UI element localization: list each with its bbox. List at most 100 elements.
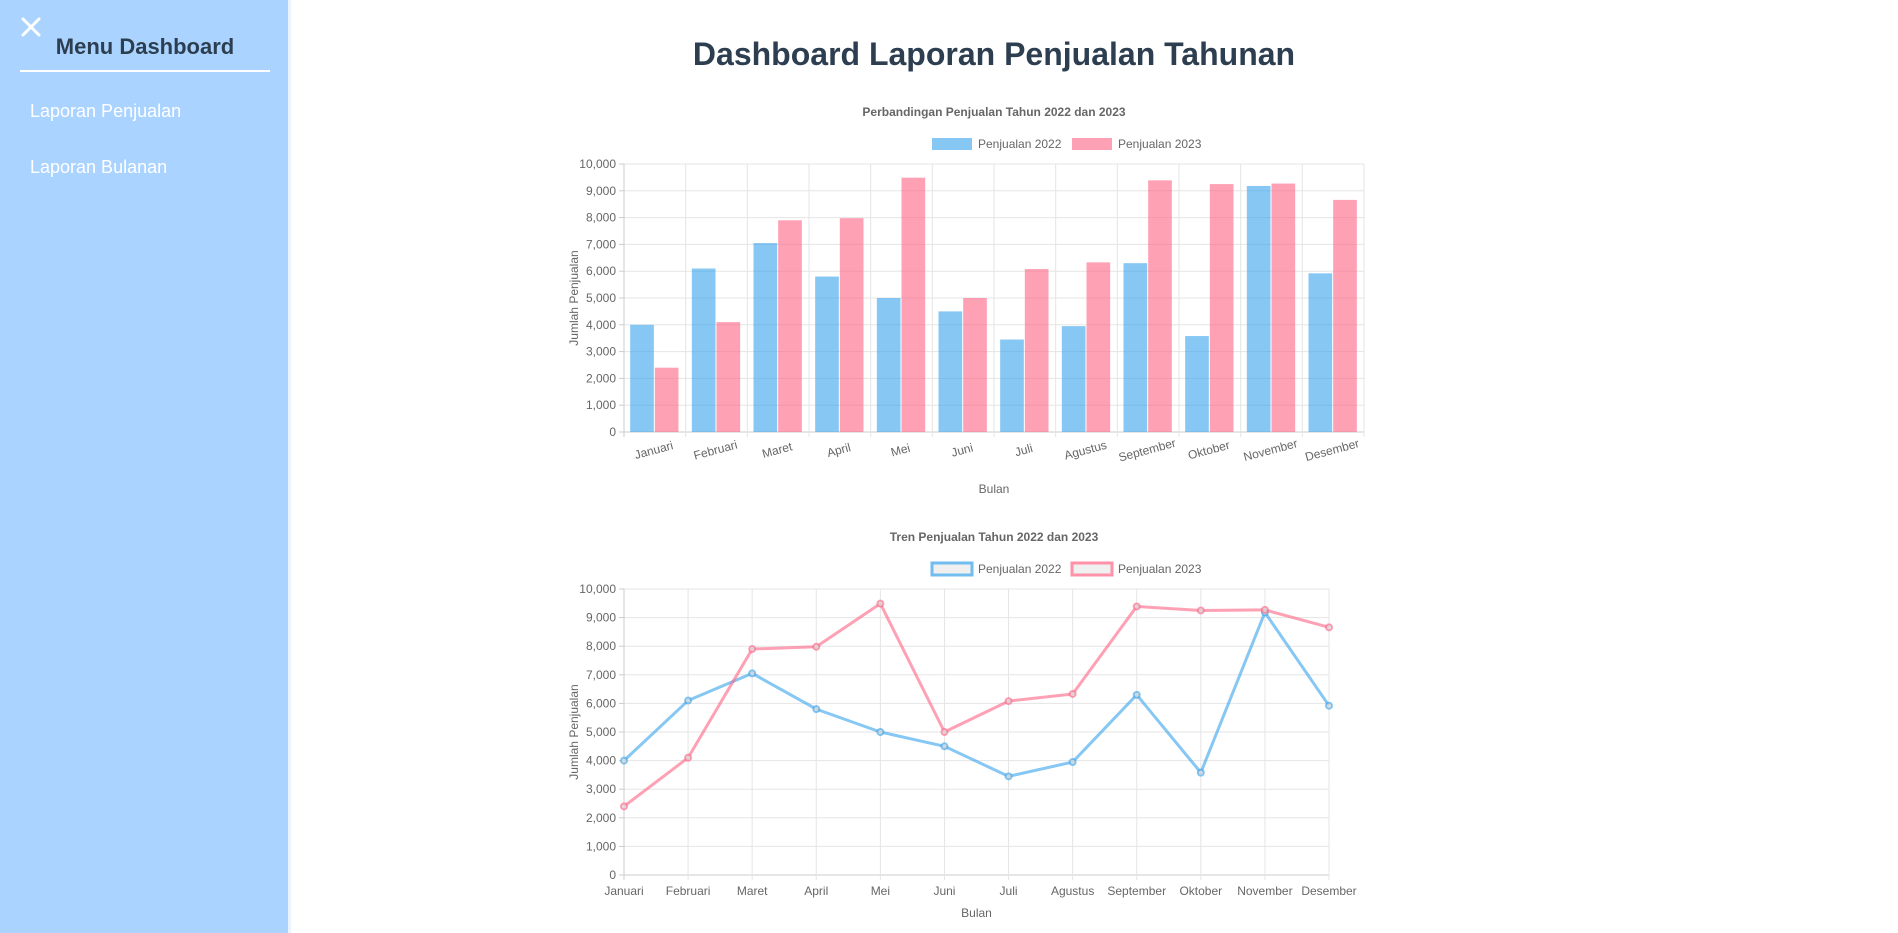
data-point — [1068, 758, 1077, 767]
data-point — [1068, 689, 1077, 698]
bar — [1086, 262, 1111, 432]
data-point — [1260, 605, 1269, 614]
x-axis-title: Bulan — [979, 482, 1010, 496]
bar — [963, 298, 987, 432]
data-point — [1196, 606, 1205, 615]
legend-swatch — [932, 138, 972, 150]
x-tick-label: Maret — [737, 884, 768, 898]
sidebar: Menu Dashboard Laporan Penjualan Laporan… — [0, 0, 291, 933]
legend-swatch — [1070, 561, 1114, 577]
main-content: Dashboard Laporan Penjualan Tahunan Perb… — [294, 0, 1898, 933]
y-tick-label: 1,000 — [586, 839, 616, 853]
bar — [1308, 273, 1333, 432]
bar — [1123, 263, 1148, 432]
sidebar-divider — [20, 70, 270, 72]
bar — [1148, 180, 1172, 432]
bar — [1333, 199, 1357, 432]
sidebar-item-laporan-penjualan[interactable]: Laporan Penjualan — [30, 101, 182, 121]
y-tick-label: 7,000 — [586, 668, 616, 682]
data-point — [684, 696, 693, 705]
x-tick-label: Agustus — [1051, 884, 1094, 898]
legend-label: Penjualan 2023 — [1118, 137, 1202, 151]
y-tick-label: 4,000 — [586, 318, 616, 332]
data-point — [1196, 768, 1205, 777]
bar — [1185, 336, 1209, 432]
close-sidebar-button[interactable] — [18, 14, 44, 40]
data-point — [620, 756, 628, 765]
x-tick-label: Juni — [950, 441, 975, 460]
x-tick-label: Desember — [1304, 436, 1361, 464]
y-tick-label: 3,000 — [586, 345, 616, 359]
y-tick-label: 7,000 — [586, 237, 616, 251]
legend-label: Penjualan 2023 — [1118, 562, 1202, 576]
y-tick-label: 8,000 — [586, 211, 616, 225]
x-tick-label: Juli — [1000, 884, 1018, 898]
bar — [938, 311, 963, 432]
legend-swatch — [930, 561, 974, 577]
y-tick-label: 10,000 — [579, 157, 616, 171]
data-point — [1132, 690, 1141, 699]
x-tick-label: Januari — [633, 438, 675, 462]
y-tick-label: 6,000 — [586, 264, 616, 278]
bar — [691, 268, 716, 432]
series-line — [622, 610, 1331, 778]
bar — [1061, 326, 1086, 432]
y-tick-label: 9,000 — [586, 611, 616, 625]
data-point — [876, 599, 885, 608]
x-tick-label: Mei — [889, 441, 911, 460]
y-tick-label: 4,000 — [586, 754, 616, 768]
x-tick-label: Juni — [933, 884, 955, 898]
data-point — [940, 728, 949, 736]
data-point — [940, 742, 949, 751]
bar — [815, 276, 839, 432]
legend-label: Penjualan 2022 — [978, 562, 1062, 576]
y-tick-label: 0 — [609, 868, 616, 882]
y-tick-label: 0 — [609, 425, 616, 439]
y-tick-label: 1,000 — [586, 398, 616, 412]
data-point — [812, 705, 821, 714]
x-tick-label: Mei — [871, 884, 890, 898]
x-tick-label: November — [1237, 884, 1292, 898]
bar — [1000, 339, 1024, 432]
y-tick-label: 2,000 — [586, 811, 616, 825]
bar-chart: Perbandingan Penjualan Tahun 2022 dan 20… — [567, 105, 1365, 496]
bar — [753, 243, 778, 432]
bar — [901, 177, 926, 432]
bar — [716, 322, 741, 432]
y-axis-title: Jumlah Penjualan — [567, 250, 581, 345]
x-tick-label: Maret — [760, 439, 794, 461]
x-tick-label: April — [825, 440, 852, 460]
data-point — [876, 728, 885, 736]
bar — [1209, 184, 1234, 432]
y-tick-label: 5,000 — [586, 725, 616, 739]
x-tick-label: Juli — [1013, 441, 1034, 459]
page-title: Dashboard Laporan Penjualan Tahunan — [692, 36, 1296, 72]
close-icon — [21, 17, 41, 37]
data-point — [748, 645, 757, 654]
bar — [654, 367, 679, 432]
x-tick-label: April — [804, 884, 828, 898]
y-tick-label: 6,000 — [586, 696, 616, 710]
bar — [876, 298, 901, 432]
data-point — [1132, 602, 1141, 611]
bar — [1271, 183, 1296, 432]
sidebar-title: Menu Dashboard — [55, 34, 235, 59]
data-point — [684, 753, 693, 762]
x-tick-label: September — [1107, 884, 1166, 898]
sidebar-item-laporan-bulanan[interactable]: Laporan Bulanan — [30, 157, 168, 177]
chart-title: Perbandingan Penjualan Tahun 2022 dan 20… — [862, 105, 1126, 119]
data-point — [1325, 701, 1333, 710]
x-tick-label: November — [1242, 436, 1299, 464]
bar — [1024, 269, 1049, 432]
y-tick-label: 10,000 — [579, 582, 616, 596]
x-tick-label: Oktober — [1186, 438, 1231, 463]
y-tick-label: 9,000 — [586, 184, 616, 198]
x-tick-label: Desember — [1301, 884, 1356, 898]
bar — [778, 220, 802, 432]
bar — [839, 218, 864, 432]
x-tick-label: Februari — [692, 438, 739, 463]
legend-swatch — [1072, 138, 1112, 150]
data-point — [748, 669, 757, 678]
line-chart: Tren Penjualan Tahun 2022 dan 2023 Penjua… — [567, 530, 1357, 920]
data-point — [1325, 623, 1333, 632]
